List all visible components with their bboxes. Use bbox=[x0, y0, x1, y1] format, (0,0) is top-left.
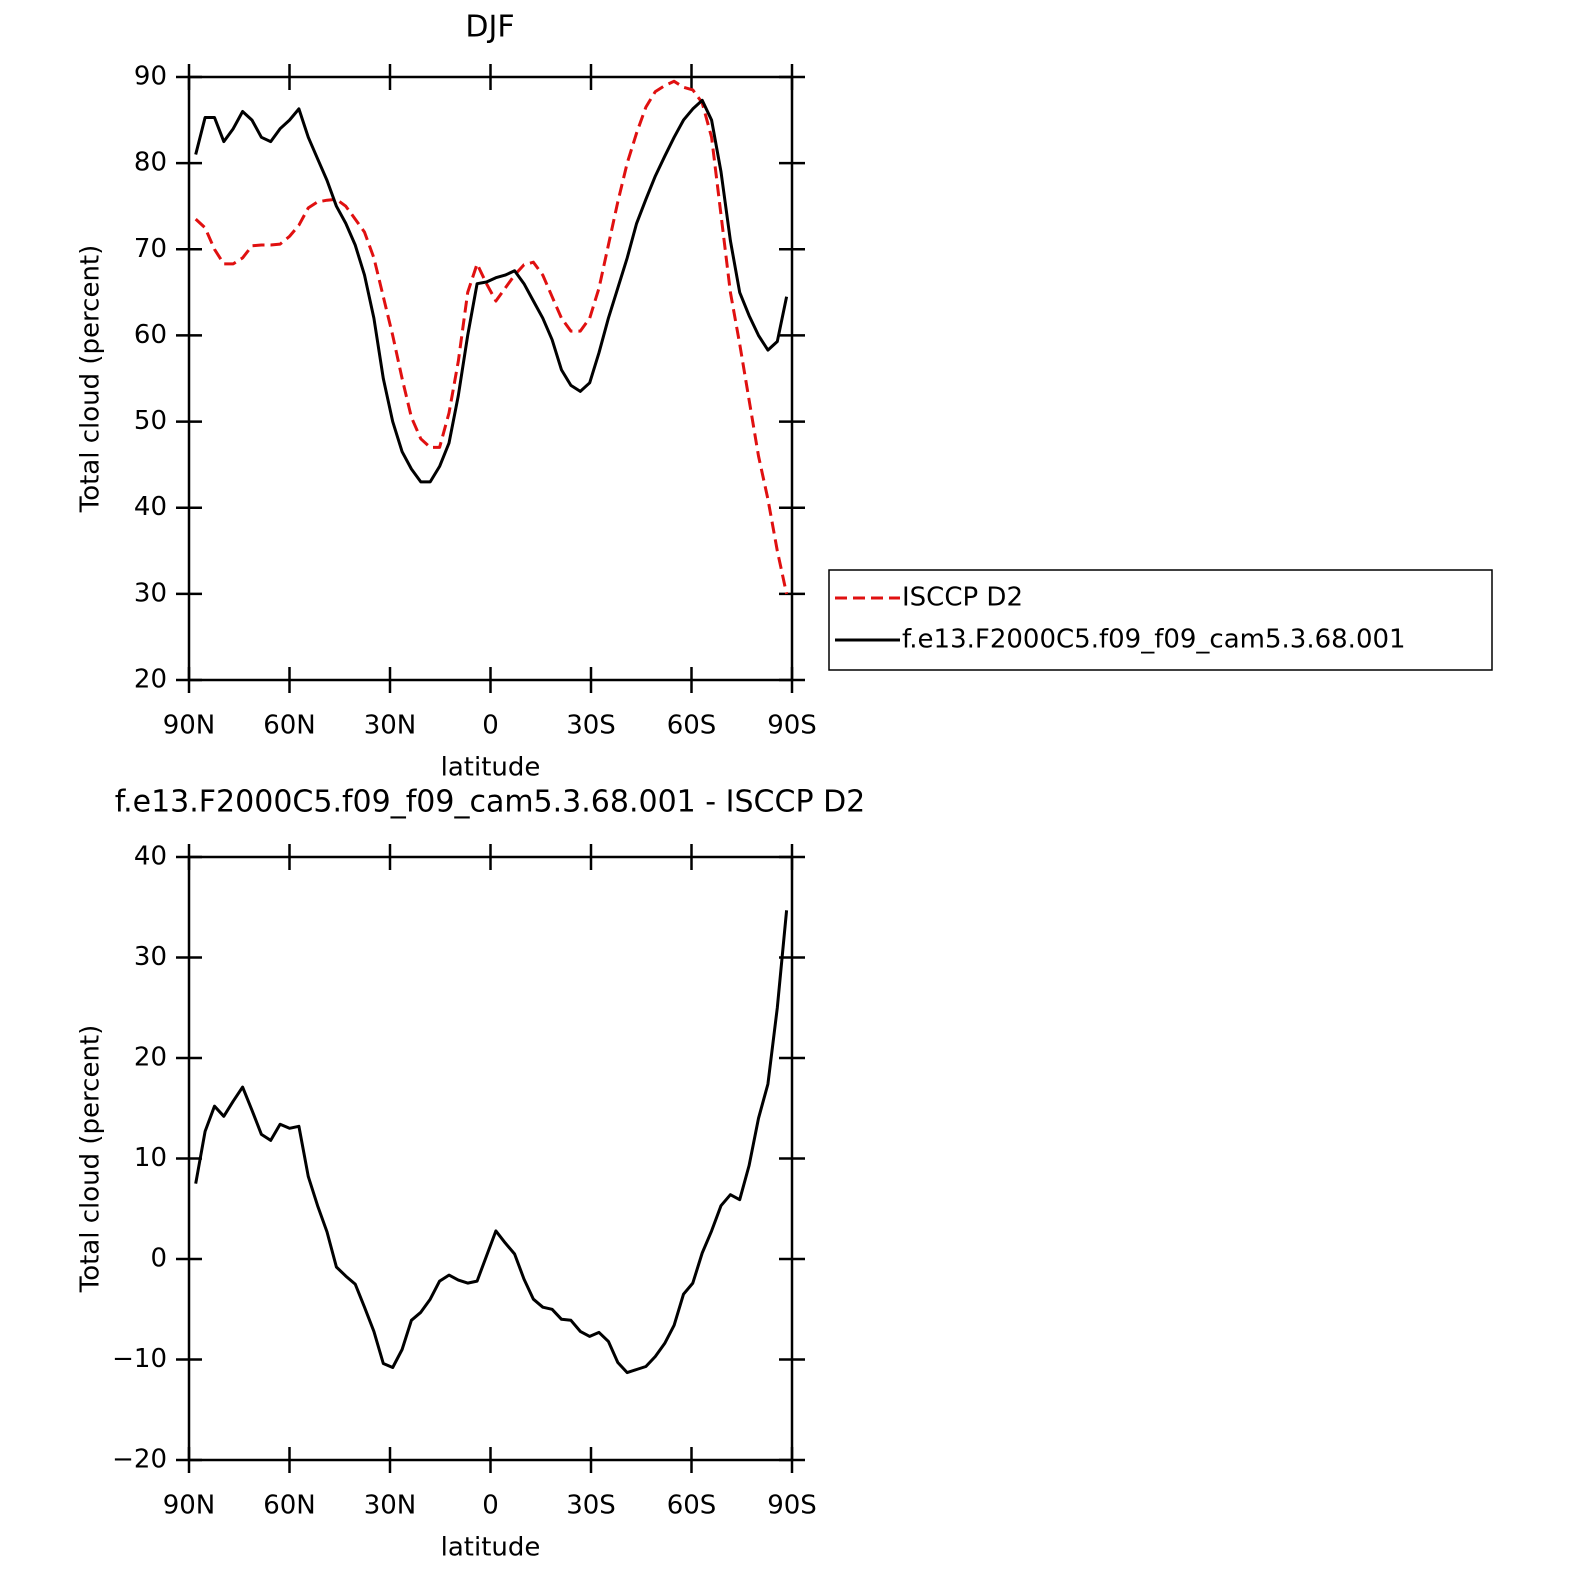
y-axis-label: Total cloud (percent) bbox=[76, 1025, 106, 1294]
legend-label: f.e13.F2000C5.f09_f09_cam5.3.68.001 bbox=[902, 625, 1406, 655]
x-axis-label: latitude bbox=[441, 753, 541, 783]
legend-label: ISCCP D2 bbox=[902, 583, 1023, 613]
x-axis-label: latitude bbox=[441, 1533, 541, 1563]
x-tick-label: 30N bbox=[364, 1491, 417, 1521]
plot-frame bbox=[187, 855, 794, 1462]
plot-frame bbox=[187, 75, 794, 682]
y-tick-label: −20 bbox=[112, 1445, 167, 1475]
y-tick-label: 30 bbox=[134, 578, 167, 608]
data-line bbox=[194, 79, 789, 595]
y-tick-label: 60 bbox=[134, 320, 167, 350]
x-tick-label: 60S bbox=[667, 711, 717, 741]
x-tick-label: 90N bbox=[163, 1491, 216, 1521]
chart-title: DJF bbox=[465, 10, 514, 45]
chart-title: f.e13.F2000C5.f09_f09_cam5.3.68.001 - IS… bbox=[115, 785, 866, 820]
x-tick-label: 60S bbox=[667, 1491, 717, 1521]
x-tick-label: 90N bbox=[163, 711, 216, 741]
y-tick-label: 40 bbox=[134, 492, 167, 522]
x-tick-label: 90S bbox=[767, 1491, 817, 1521]
y-tick-label: 40 bbox=[134, 842, 167, 872]
y-tick-label: 0 bbox=[150, 1244, 167, 1274]
x-tick-label: 30S bbox=[566, 711, 616, 741]
data-line bbox=[194, 98, 789, 484]
y-tick-label: 90 bbox=[134, 62, 167, 92]
y-tick-label: 50 bbox=[134, 406, 167, 436]
x-tick-label: 30S bbox=[566, 1491, 616, 1521]
x-tick-label: 0 bbox=[482, 711, 499, 741]
y-tick-label: 20 bbox=[134, 1043, 167, 1073]
x-tick-label: 90S bbox=[767, 711, 817, 741]
y-axis-label: Total cloud (percent) bbox=[76, 245, 106, 514]
legend-box bbox=[828, 569, 1493, 671]
x-tick-label: 60N bbox=[263, 1491, 316, 1521]
x-tick-label: 60N bbox=[263, 711, 316, 741]
y-tick-label: 80 bbox=[134, 148, 167, 178]
x-tick-label: 30N bbox=[364, 711, 417, 741]
y-tick-label: 20 bbox=[134, 665, 167, 695]
y-tick-label: 70 bbox=[134, 234, 167, 264]
y-tick-label: −10 bbox=[112, 1344, 167, 1374]
y-tick-label: 10 bbox=[134, 1143, 167, 1173]
y-tick-label: 30 bbox=[134, 942, 167, 972]
data-line bbox=[194, 910, 789, 1375]
x-tick-label: 0 bbox=[482, 1491, 499, 1521]
